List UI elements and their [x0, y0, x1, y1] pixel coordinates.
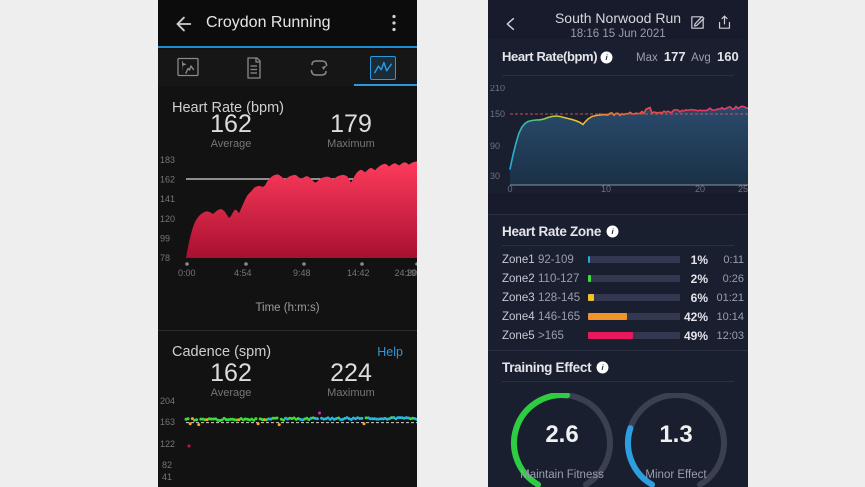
svg-text:163: 163	[160, 417, 175, 427]
svg-text:0:00: 0:00	[178, 268, 196, 278]
svg-text:20: 20	[695, 184, 705, 193]
svg-text:150: 150	[490, 109, 505, 119]
svg-text:210: 210	[490, 85, 505, 93]
svg-text:90: 90	[490, 141, 500, 151]
svg-text:99: 99	[160, 233, 170, 243]
svg-text:120: 120	[160, 214, 175, 224]
svg-text:30: 30	[490, 171, 500, 181]
svg-text:82: 82	[162, 460, 172, 470]
svg-text:4:54: 4:54	[234, 268, 252, 278]
svg-text:204: 204	[160, 396, 175, 406]
svg-text:10: 10	[601, 184, 611, 193]
svg-text:122: 122	[160, 439, 175, 449]
svg-text:25: 25	[738, 184, 748, 193]
svg-text:24:30: 24:30	[394, 268, 417, 278]
svg-text:141: 141	[160, 194, 175, 204]
svg-text:0: 0	[507, 184, 512, 193]
svg-text:9:48: 9:48	[293, 268, 311, 278]
svg-text:78: 78	[160, 253, 170, 263]
svg-text:41: 41	[162, 472, 172, 482]
svg-text:162: 162	[160, 175, 175, 185]
svg-text:183: 183	[160, 155, 175, 165]
svg-text:14:42: 14:42	[347, 268, 370, 278]
